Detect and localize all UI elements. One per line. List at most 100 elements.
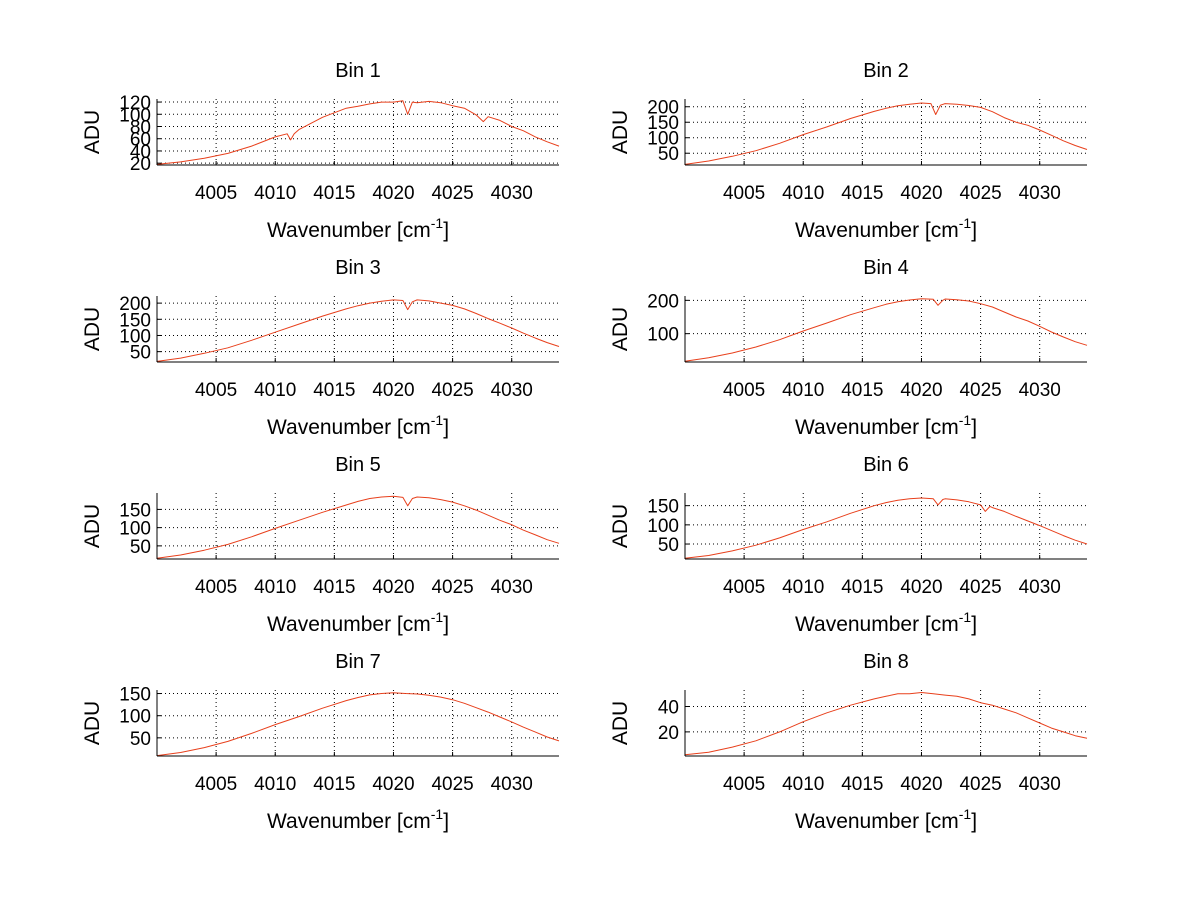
x-tick-label: 4020 xyxy=(372,183,414,204)
x-tick-label: 4030 xyxy=(491,183,533,204)
x-tick-label: 4005 xyxy=(195,183,237,204)
y-tick-label: 50 xyxy=(130,343,151,364)
x-tick-label: 4010 xyxy=(782,577,824,598)
y-tick-label: 100 xyxy=(119,326,151,347)
y-tick-label: 150 xyxy=(119,685,151,706)
x-axis-label: Wavenumber [cm-1] xyxy=(267,806,449,833)
subplot-1: Bin 1 4005 4010 4015 4020 4025 4030 20406080100… xyxy=(81,60,560,242)
subplot-title: Bin 1 xyxy=(335,60,381,82)
x-axis-label-end: ] xyxy=(443,613,449,636)
subplot-4: Bin 4 4005 4010 4015 4020 4025 4030 100 200 ADU Wa… xyxy=(609,257,1088,439)
x-axis-label-main: Wavenumber [cm xyxy=(795,810,959,833)
x-axis-label-superscript: -1 xyxy=(959,412,972,428)
x-tick-label: 4020 xyxy=(900,774,942,795)
x-tick-label: 4010 xyxy=(254,774,296,795)
x-tick-label: 4010 xyxy=(254,183,296,204)
series-line-bin-1 xyxy=(156,100,560,165)
x-tick-label: 4005 xyxy=(195,774,237,795)
x-tick-label: 4020 xyxy=(372,380,414,401)
x-tick-label: 4005 xyxy=(723,183,765,204)
x-axis-label: Wavenumber [cm-1] xyxy=(267,215,449,242)
x-tick-label: 4005 xyxy=(723,774,765,795)
y-tick-label: 50 xyxy=(658,535,679,556)
y-tick-label: 100 xyxy=(647,325,679,346)
x-tick-label: 4030 xyxy=(1019,774,1061,795)
x-tick-label: 4025 xyxy=(431,577,473,598)
x-tick-label: 4020 xyxy=(372,577,414,598)
x-tick-label: 4025 xyxy=(431,380,473,401)
x-axis-label: Wavenumber [cm-1] xyxy=(267,609,449,636)
x-tick-label: 4010 xyxy=(782,183,824,204)
y-tick-label: 200 xyxy=(119,294,151,315)
y-tick-label: 150 xyxy=(647,497,679,518)
x-axis-label-end: ] xyxy=(971,219,977,242)
y-tick-label: 100 xyxy=(647,129,679,150)
x-axis-label-end: ] xyxy=(971,810,977,833)
y-tick-label: 20 xyxy=(130,154,151,175)
series-line-bin-4 xyxy=(684,298,1088,362)
subplot-title: Bin 5 xyxy=(335,454,381,476)
y-tick-label: 50 xyxy=(130,537,151,558)
y-tick-label: 100 xyxy=(647,516,679,537)
x-axis-label-superscript: -1 xyxy=(431,412,444,428)
x-axis-label: Wavenumber [cm-1] xyxy=(795,609,977,636)
x-tick-label: 4010 xyxy=(782,380,824,401)
subplot-title: Bin 6 xyxy=(863,454,909,476)
subplot-title: Bin 7 xyxy=(335,651,381,673)
x-tick-label: 4010 xyxy=(782,774,824,795)
x-tick-label: 4010 xyxy=(254,380,296,401)
x-tick-label: 4020 xyxy=(900,577,942,598)
x-tick-label: 4005 xyxy=(195,577,237,598)
y-axis-label: ADU xyxy=(81,504,104,548)
x-axis-label-end: ] xyxy=(971,613,977,636)
x-tick-label: 4015 xyxy=(313,774,355,795)
y-tick-label: 100 xyxy=(119,519,151,540)
y-axis-label: ADU xyxy=(81,110,104,154)
y-tick-label: 200 xyxy=(647,291,679,312)
x-tick-label: 4015 xyxy=(841,380,883,401)
x-axis-label-superscript: -1 xyxy=(431,806,444,822)
x-tick-label: 4025 xyxy=(431,774,473,795)
subplot-8: Bin 8 4005 4010 4015 4020 4025 4030 20 40 ADU Wave… xyxy=(609,651,1088,833)
x-axis-label: Wavenumber [cm-1] xyxy=(795,412,977,439)
series-line-bin-5 xyxy=(156,495,560,559)
subplot-title: Bin 3 xyxy=(335,257,381,279)
x-axis-label-end: ] xyxy=(443,416,449,439)
x-tick-label: 4015 xyxy=(841,577,883,598)
y-tick-label: 50 xyxy=(658,144,679,165)
x-tick-label: 4030 xyxy=(491,380,533,401)
y-tick-label: 200 xyxy=(647,98,679,119)
subplot-title: Bin 2 xyxy=(863,60,909,82)
x-tick-label: 4025 xyxy=(959,183,1001,204)
y-tick-label: 120 xyxy=(119,93,151,114)
y-tick-label: 50 xyxy=(130,729,151,750)
x-axis-label-end: ] xyxy=(971,416,977,439)
subplot-title: Bin 4 xyxy=(863,257,909,279)
y-axis-label: ADU xyxy=(81,701,104,745)
x-tick-label: 4020 xyxy=(900,380,942,401)
series-line-bin-3 xyxy=(156,299,560,362)
x-axis-label-main: Wavenumber [cm xyxy=(795,416,959,439)
x-axis-label-main: Wavenumber [cm xyxy=(795,219,959,242)
x-tick-label: 4020 xyxy=(372,774,414,795)
x-tick-label: 4030 xyxy=(1019,183,1061,204)
y-axis-label: ADU xyxy=(81,307,104,351)
x-tick-label: 4025 xyxy=(959,577,1001,598)
x-tick-label: 4015 xyxy=(841,183,883,204)
series-line-bin-8 xyxy=(684,692,1088,756)
x-tick-label: 4015 xyxy=(313,183,355,204)
series-line-bin-2 xyxy=(684,102,1088,165)
x-tick-label: 4015 xyxy=(313,380,355,401)
y-axis-label: ADU xyxy=(609,307,632,351)
series-line-bin-7 xyxy=(156,692,560,757)
x-tick-label: 4025 xyxy=(959,380,1001,401)
x-tick-label: 4025 xyxy=(431,183,473,204)
x-tick-label: 4030 xyxy=(1019,577,1061,598)
y-tick-label: 60 xyxy=(130,130,151,151)
x-axis-label: Wavenumber [cm-1] xyxy=(267,412,449,439)
x-tick-label: 4005 xyxy=(723,577,765,598)
